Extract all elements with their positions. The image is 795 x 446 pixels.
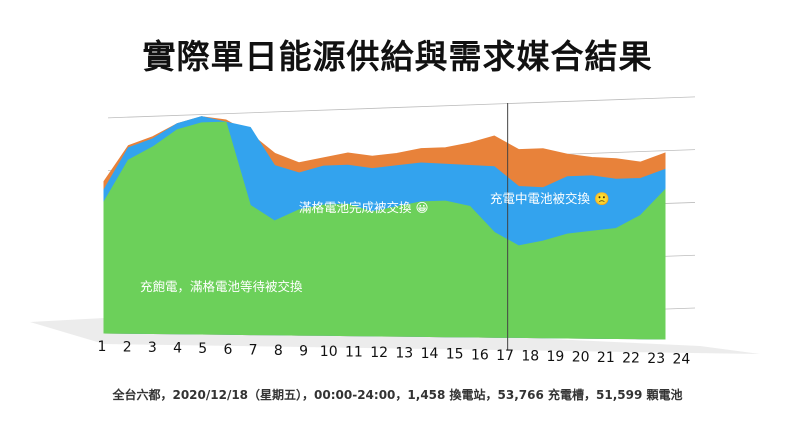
x-tick-label: 18	[521, 348, 539, 364]
x-tick-label: 5	[198, 341, 207, 357]
chart-title: 實際單日能源供給與需求媒合結果	[142, 37, 653, 76]
series-area-1	[103, 121, 666, 340]
x-tick-label: 10	[320, 344, 338, 360]
x-tick-label: 20	[572, 349, 590, 365]
x-tick-label: 4	[173, 341, 182, 357]
x-tick-label: 2	[123, 340, 132, 356]
x-tick-label: 7	[249, 342, 258, 358]
x-tick-label: 24	[672, 352, 690, 368]
annotation-label: 滿格電池完成被交換 😀	[299, 200, 429, 215]
x-tick-label: 13	[395, 346, 413, 362]
annotation-label: 充飽電，滿格電池等待被交換	[140, 279, 303, 294]
x-tick-label: 17	[496, 348, 514, 364]
x-tick-label: 22	[622, 351, 640, 367]
annotation-label: 充電中電池被交換 🙁	[490, 191, 610, 206]
x-tick-label: 23	[647, 351, 665, 367]
x-tick-label: 1	[98, 339, 107, 355]
x-tick-label: 14	[421, 346, 439, 362]
x-tick-label: 15	[446, 347, 464, 363]
x-tick-label: 11	[345, 345, 363, 361]
x-tick-label: 16	[471, 347, 489, 363]
x-tick-label: 19	[547, 349, 565, 365]
x-tick-label: 12	[370, 345, 388, 361]
gridline	[107, 96, 696, 119]
annotations: 充飽電，滿格電池等待被交換 滿格電池完成被交換 😀 充電中電池被交換 🙁	[140, 191, 610, 294]
x-tick-label: 9	[299, 343, 308, 359]
x-tick-label: 8	[274, 343, 283, 359]
x-tick-label: 6	[223, 342, 232, 358]
x-axis-ticks: 1 2 3 4 5 6 7 8 9 10 11 12 13 14 15 16 17 18 19 20 21 22 23 24	[98, 339, 691, 368]
x-tick-label: 3	[148, 340, 157, 356]
chart-subtitle: 全台六都，2020/12/18（星期五），00:00-24:00，1,458 換…	[112, 388, 683, 402]
series-areas	[103, 116, 666, 340]
x-tick-label: 21	[597, 350, 615, 366]
